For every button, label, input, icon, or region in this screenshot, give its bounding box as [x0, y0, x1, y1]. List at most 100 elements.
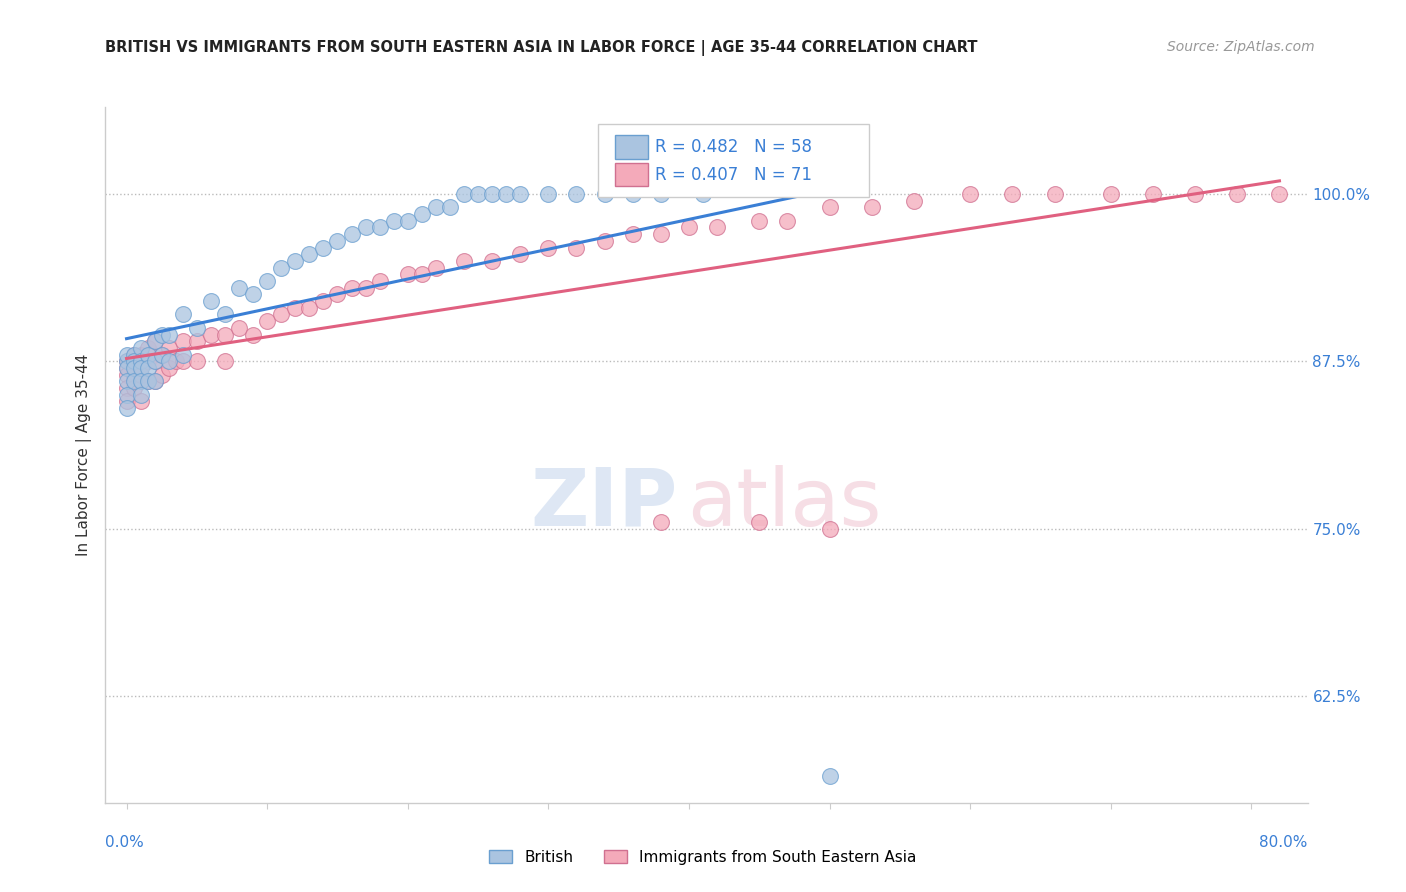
Text: BRITISH VS IMMIGRANTS FROM SOUTH EASTERN ASIA IN LABOR FORCE | AGE 35-44 CORRELA: BRITISH VS IMMIGRANTS FROM SOUTH EASTERN…	[105, 40, 979, 56]
Point	[129, 387, 152, 401]
Point	[115, 347, 138, 361]
Text: ZIP: ZIP	[530, 465, 678, 542]
Point	[115, 394, 138, 409]
Point	[143, 334, 166, 348]
Point	[284, 253, 307, 268]
Point	[368, 274, 391, 288]
Point	[537, 186, 560, 201]
Point	[122, 354, 145, 368]
Point	[256, 314, 278, 328]
Point	[165, 354, 187, 368]
Point	[136, 354, 159, 368]
FancyBboxPatch shape	[616, 162, 648, 186]
Point	[150, 327, 173, 342]
Point	[214, 327, 236, 342]
Point	[228, 320, 250, 334]
Point	[186, 354, 208, 368]
Point	[270, 307, 292, 321]
Point	[122, 368, 145, 382]
Point	[115, 354, 138, 368]
Point	[860, 201, 883, 215]
Point	[129, 354, 152, 368]
Point	[150, 368, 173, 382]
Point	[115, 387, 138, 401]
Point	[411, 267, 433, 281]
Point	[122, 381, 145, 395]
Point	[298, 247, 321, 261]
Point	[650, 186, 672, 201]
Point	[1184, 186, 1206, 201]
Point	[136, 360, 159, 375]
Point	[143, 374, 166, 388]
Point	[368, 220, 391, 235]
Point	[326, 234, 349, 248]
Point	[150, 347, 173, 361]
Point	[621, 186, 644, 201]
Point	[411, 207, 433, 221]
Point	[122, 354, 145, 368]
Point	[1099, 186, 1122, 201]
Point	[481, 186, 503, 201]
Point	[157, 341, 180, 355]
Point	[284, 301, 307, 315]
Point	[143, 374, 166, 388]
Point	[818, 201, 841, 215]
Point	[172, 307, 194, 321]
Point	[748, 213, 770, 227]
Point	[115, 360, 138, 375]
Point	[143, 354, 166, 368]
Point	[214, 354, 236, 368]
Point	[115, 381, 138, 395]
Point	[818, 521, 841, 535]
Point	[200, 327, 222, 342]
Point	[242, 327, 264, 342]
Point	[129, 394, 152, 409]
Point	[115, 374, 138, 388]
Point	[115, 368, 138, 382]
Point	[172, 334, 194, 348]
Point	[186, 320, 208, 334]
Point	[593, 186, 616, 201]
Point	[270, 260, 292, 275]
FancyBboxPatch shape	[599, 124, 869, 197]
Point	[136, 341, 159, 355]
Point	[1142, 186, 1164, 201]
Point	[326, 287, 349, 301]
Y-axis label: In Labor Force | Age 35-44: In Labor Force | Age 35-44	[76, 354, 91, 556]
Point	[650, 227, 672, 241]
Point	[1001, 186, 1024, 201]
FancyBboxPatch shape	[616, 135, 648, 159]
Point	[129, 368, 152, 382]
Point	[340, 227, 363, 241]
Text: 80.0%: 80.0%	[1260, 836, 1308, 850]
Point	[214, 307, 236, 321]
Point	[143, 354, 166, 368]
Point	[509, 186, 531, 201]
Point	[242, 287, 264, 301]
Point	[481, 253, 503, 268]
Point	[129, 374, 152, 388]
Text: atlas: atlas	[688, 465, 882, 542]
Point	[678, 220, 700, 235]
Point	[565, 186, 588, 201]
Point	[172, 354, 194, 368]
Point	[903, 194, 925, 208]
Point	[537, 240, 560, 254]
Point	[122, 360, 145, 375]
Point	[143, 334, 166, 348]
Point	[650, 515, 672, 529]
Point	[692, 186, 714, 201]
Legend: British, Immigrants from South Eastern Asia: British, Immigrants from South Eastern A…	[484, 844, 922, 871]
Point	[136, 374, 159, 388]
Point	[453, 253, 475, 268]
Point	[354, 280, 377, 294]
Point	[818, 769, 841, 783]
Point	[122, 347, 145, 361]
Point	[157, 360, 180, 375]
Point	[136, 347, 159, 361]
Point	[256, 274, 278, 288]
Point	[115, 354, 138, 368]
Point	[706, 220, 728, 235]
Point	[312, 240, 335, 254]
Point	[157, 354, 180, 368]
